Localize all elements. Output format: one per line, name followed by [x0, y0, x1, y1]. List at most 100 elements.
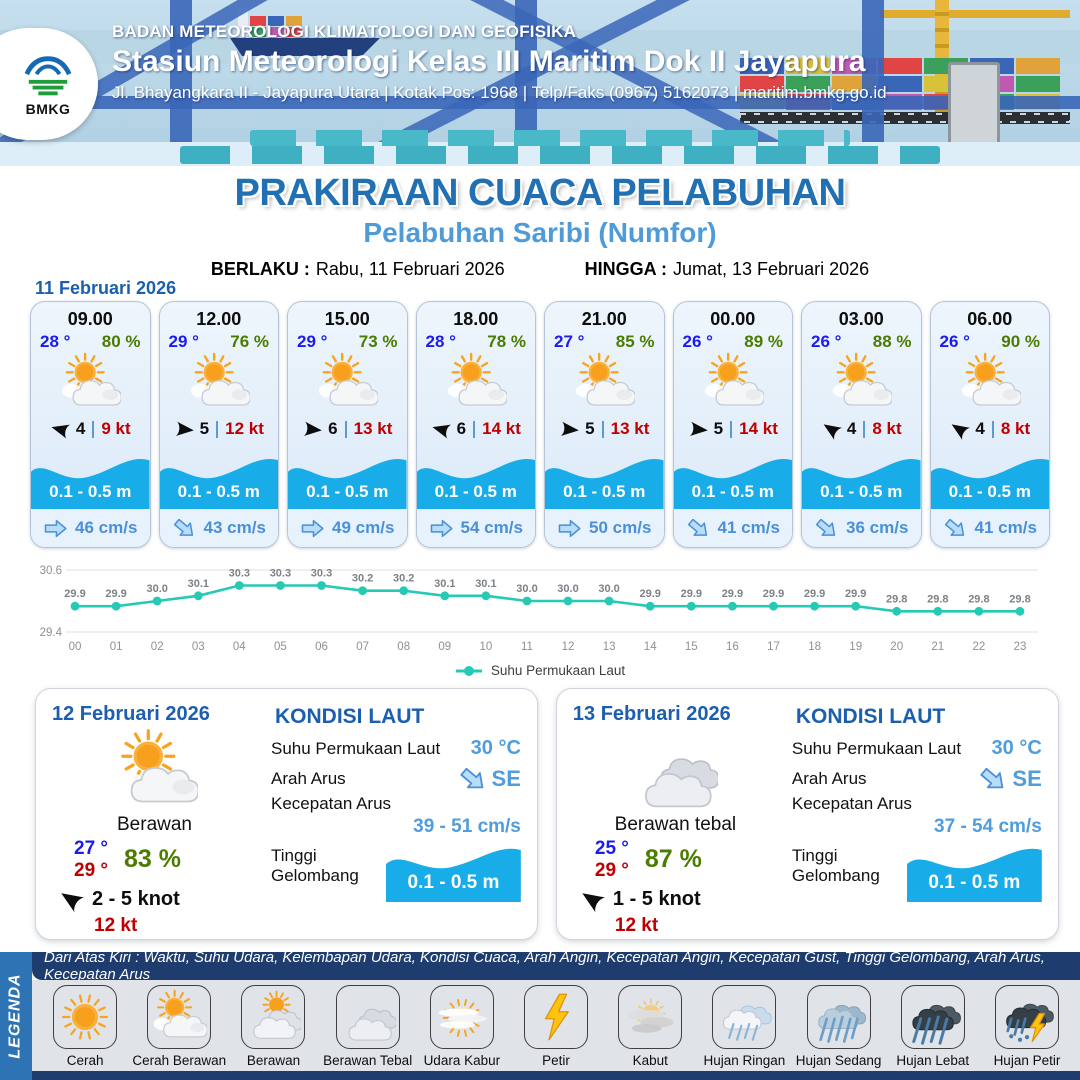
day-humidity: 83 %	[124, 845, 181, 874]
svg-text:29.4: 29.4	[40, 627, 63, 639]
legend-item: Cerah	[38, 985, 132, 1071]
current-direction-icon	[168, 512, 201, 544]
current-row: 54 cm/s	[416, 509, 535, 547]
current-direction-icon	[300, 518, 325, 539]
svg-text:23: 23	[1014, 641, 1027, 653]
forecast-time: 12.00	[196, 309, 242, 329]
header-banner: BMKG BADAN METEOROLOGI KLIMATOLOGI DAN G…	[0, 0, 1080, 166]
legend-item: Kabut	[603, 985, 697, 1071]
forecast-time: 18.00	[453, 309, 499, 329]
svg-text:05: 05	[274, 641, 287, 653]
wave-height-label: Tinggi Gelombang	[791, 846, 880, 885]
day-weather-column: 13 Februari 2026 Berawan tebal 25 ° 29 °…	[573, 703, 778, 936]
wind-speed: 4	[846, 419, 857, 438]
air-temperature: 29 °	[168, 332, 199, 351]
svg-text:04: 04	[233, 641, 246, 653]
wind-speed: 4	[975, 419, 985, 438]
svg-text:29.9: 29.9	[845, 588, 866, 600]
legend-item-label: Hujan Sedang	[795, 1053, 882, 1068]
wind-row: 4 8 kt	[931, 414, 1050, 444]
day-summary-card: 13 Februari 2026 Berawan tebal 25 ° 29 °…	[555, 688, 1059, 940]
sea-conditions-column: KONDISI LAUT Suhu Permukaan Laut 30 °C A…	[257, 703, 521, 925]
sst-value: 30 °C	[991, 737, 1042, 759]
wind-direction-icon	[687, 420, 709, 439]
current-row: 36 cm/s	[802, 509, 921, 547]
gust-speed: 8 kt	[872, 419, 902, 438]
svg-text:29.9: 29.9	[681, 588, 702, 600]
current-speed: 43 cm/s	[203, 518, 266, 537]
wave-height: 0.1 - 0.5 m	[49, 482, 132, 501]
relative-humidity: 88 %	[872, 332, 912, 351]
current-speed: 49 cm/s	[332, 518, 395, 537]
legend-item: Udara Kabur	[415, 985, 509, 1071]
relative-humidity: 89 %	[744, 332, 783, 351]
wave-height-panel: 0.1 - 0.5 m	[416, 451, 535, 509]
divider	[730, 420, 733, 438]
svg-text:03: 03	[192, 641, 205, 653]
wind-row: 4 9 kt	[31, 414, 150, 444]
wind-speed: 5	[199, 419, 210, 438]
agency-name: BADAN METEOROLOGI KLIMATOLOGI DAN GEOFIS…	[112, 22, 577, 41]
wind-row: 6 13 kt	[288, 414, 407, 444]
divider	[863, 420, 866, 438]
legend-weather-icon	[524, 985, 589, 1049]
wave-height-panel: 0.1 - 0.5 m	[930, 451, 1049, 509]
gust-speed: 14 kt	[739, 419, 778, 438]
svg-text:30.1: 30.1	[434, 578, 455, 590]
legend-item: Petir	[509, 985, 603, 1071]
wave-shape	[673, 458, 792, 509]
forecast-card: 06.00 26 ° 90 % 4 8 kt 0.1 - 0.5 m	[929, 301, 1050, 548]
svg-text:29.9: 29.9	[105, 588, 126, 600]
wind-row: 5 14 kt	[674, 414, 793, 444]
day-date: 12 Februari 2026	[52, 703, 210, 725]
divider	[473, 420, 476, 438]
day-weather-icon	[573, 728, 778, 814]
forecast-time: 15.00	[324, 309, 370, 329]
waiting-chairs-illustration	[250, 130, 850, 146]
svg-text:30.2: 30.2	[393, 573, 414, 585]
legend-item: Cerah Berawan	[132, 985, 226, 1071]
day-wind-range: 2 - 5 knot	[92, 887, 180, 910]
svg-text:22: 22	[973, 641, 986, 653]
bmkg-emblem-icon	[24, 56, 72, 96]
current-direction-value: SE	[491, 766, 521, 791]
cargo-ship-illustration	[230, 6, 380, 63]
wind-direction-icon	[173, 420, 195, 439]
current-direction-label: Arah Arus	[271, 769, 346, 788]
svg-text:12: 12	[562, 641, 575, 653]
legend-item-label: Hujan Lebat	[896, 1053, 970, 1068]
relative-humidity: 80 %	[101, 332, 141, 351]
svg-text:29.8: 29.8	[886, 593, 907, 605]
wave-height-panel: 0.1 - 0.5 m	[545, 451, 664, 509]
forecast-card: 03.00 26 ° 88 % 4 8 kt 0.1 - 0.5 m	[801, 301, 922, 548]
air-temperature: 27 °	[554, 332, 585, 351]
validity-period: BERLAKU : Rabu, 11 Februari 2026 HINGGA :…	[0, 259, 1080, 280]
wave-height-panel: 0.1 - 0.5 m	[906, 840, 1042, 902]
svg-text:29.9: 29.9	[64, 588, 85, 600]
svg-text:02: 02	[151, 641, 164, 653]
air-temperature: 28 °	[425, 332, 456, 351]
gust-speed: 14 kt	[482, 419, 521, 438]
svg-text:01: 01	[110, 641, 123, 653]
current-speed: 41 cm/s	[974, 518, 1037, 537]
forecast-time: 06.00	[967, 309, 1013, 329]
wave-shape	[288, 458, 407, 509]
wave-shape	[906, 848, 1042, 902]
legend-item: Berawan Tebal	[321, 985, 415, 1071]
svg-text:30.3: 30.3	[311, 568, 332, 580]
legend-weather-icon	[618, 985, 683, 1049]
weather-condition-icon	[545, 352, 664, 414]
wave-shape	[416, 458, 535, 509]
weather-condition-icon	[674, 352, 793, 414]
day-condition: Berawan tebal	[614, 814, 737, 835]
forecast-card: 18.00 28 ° 78 % 6 14 kt 0.1 - 0.5 m	[415, 301, 536, 548]
wave-height-value: 0.1 - 0.5 m	[407, 872, 500, 893]
forecast-card: 21.00 27 ° 85 % 5 13 kt 0.1 - 0.5 m	[544, 301, 665, 548]
wave-shape	[545, 458, 664, 509]
current-row: 50 cm/s	[545, 509, 664, 547]
svg-text:07: 07	[356, 641, 369, 653]
bmkg-logo: BMKG	[0, 28, 98, 140]
legend-item-label: Hujan Ringan	[703, 1053, 786, 1068]
hingga-label: HINGGA :	[584, 259, 667, 279]
current-direction-icon	[810, 512, 843, 544]
